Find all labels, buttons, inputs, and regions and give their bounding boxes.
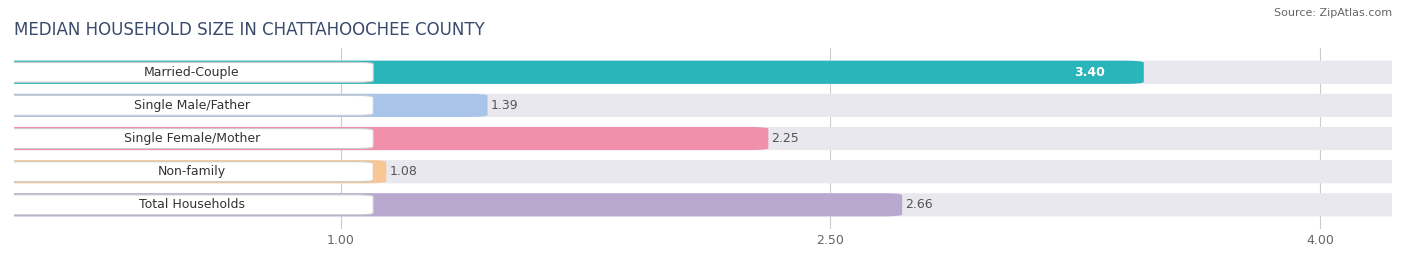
FancyBboxPatch shape [0,127,768,150]
FancyBboxPatch shape [0,160,1406,183]
Text: Source: ZipAtlas.com: Source: ZipAtlas.com [1274,8,1392,18]
Text: Married-Couple: Married-Couple [145,66,240,79]
Text: Total Households: Total Households [139,198,245,211]
FancyBboxPatch shape [0,94,488,117]
FancyBboxPatch shape [0,61,1144,84]
FancyBboxPatch shape [0,162,373,182]
FancyBboxPatch shape [0,160,387,183]
FancyBboxPatch shape [0,61,1406,84]
Text: Single Female/Mother: Single Female/Mother [124,132,260,145]
FancyBboxPatch shape [0,95,373,115]
Text: 3.40: 3.40 [1074,66,1105,79]
Text: 2.25: 2.25 [772,132,800,145]
Text: 1.08: 1.08 [389,165,418,178]
FancyBboxPatch shape [0,127,1406,150]
Text: 2.66: 2.66 [905,198,934,211]
FancyBboxPatch shape [0,62,373,82]
FancyBboxPatch shape [0,94,1406,117]
Text: Non-family: Non-family [157,165,226,178]
FancyBboxPatch shape [0,193,1406,216]
FancyBboxPatch shape [0,129,373,148]
Text: Single Male/Father: Single Male/Father [134,99,250,112]
FancyBboxPatch shape [0,193,903,216]
Text: MEDIAN HOUSEHOLD SIZE IN CHATTAHOOCHEE COUNTY: MEDIAN HOUSEHOLD SIZE IN CHATTAHOOCHEE C… [14,20,485,38]
FancyBboxPatch shape [0,195,373,215]
Text: 1.39: 1.39 [491,99,519,112]
